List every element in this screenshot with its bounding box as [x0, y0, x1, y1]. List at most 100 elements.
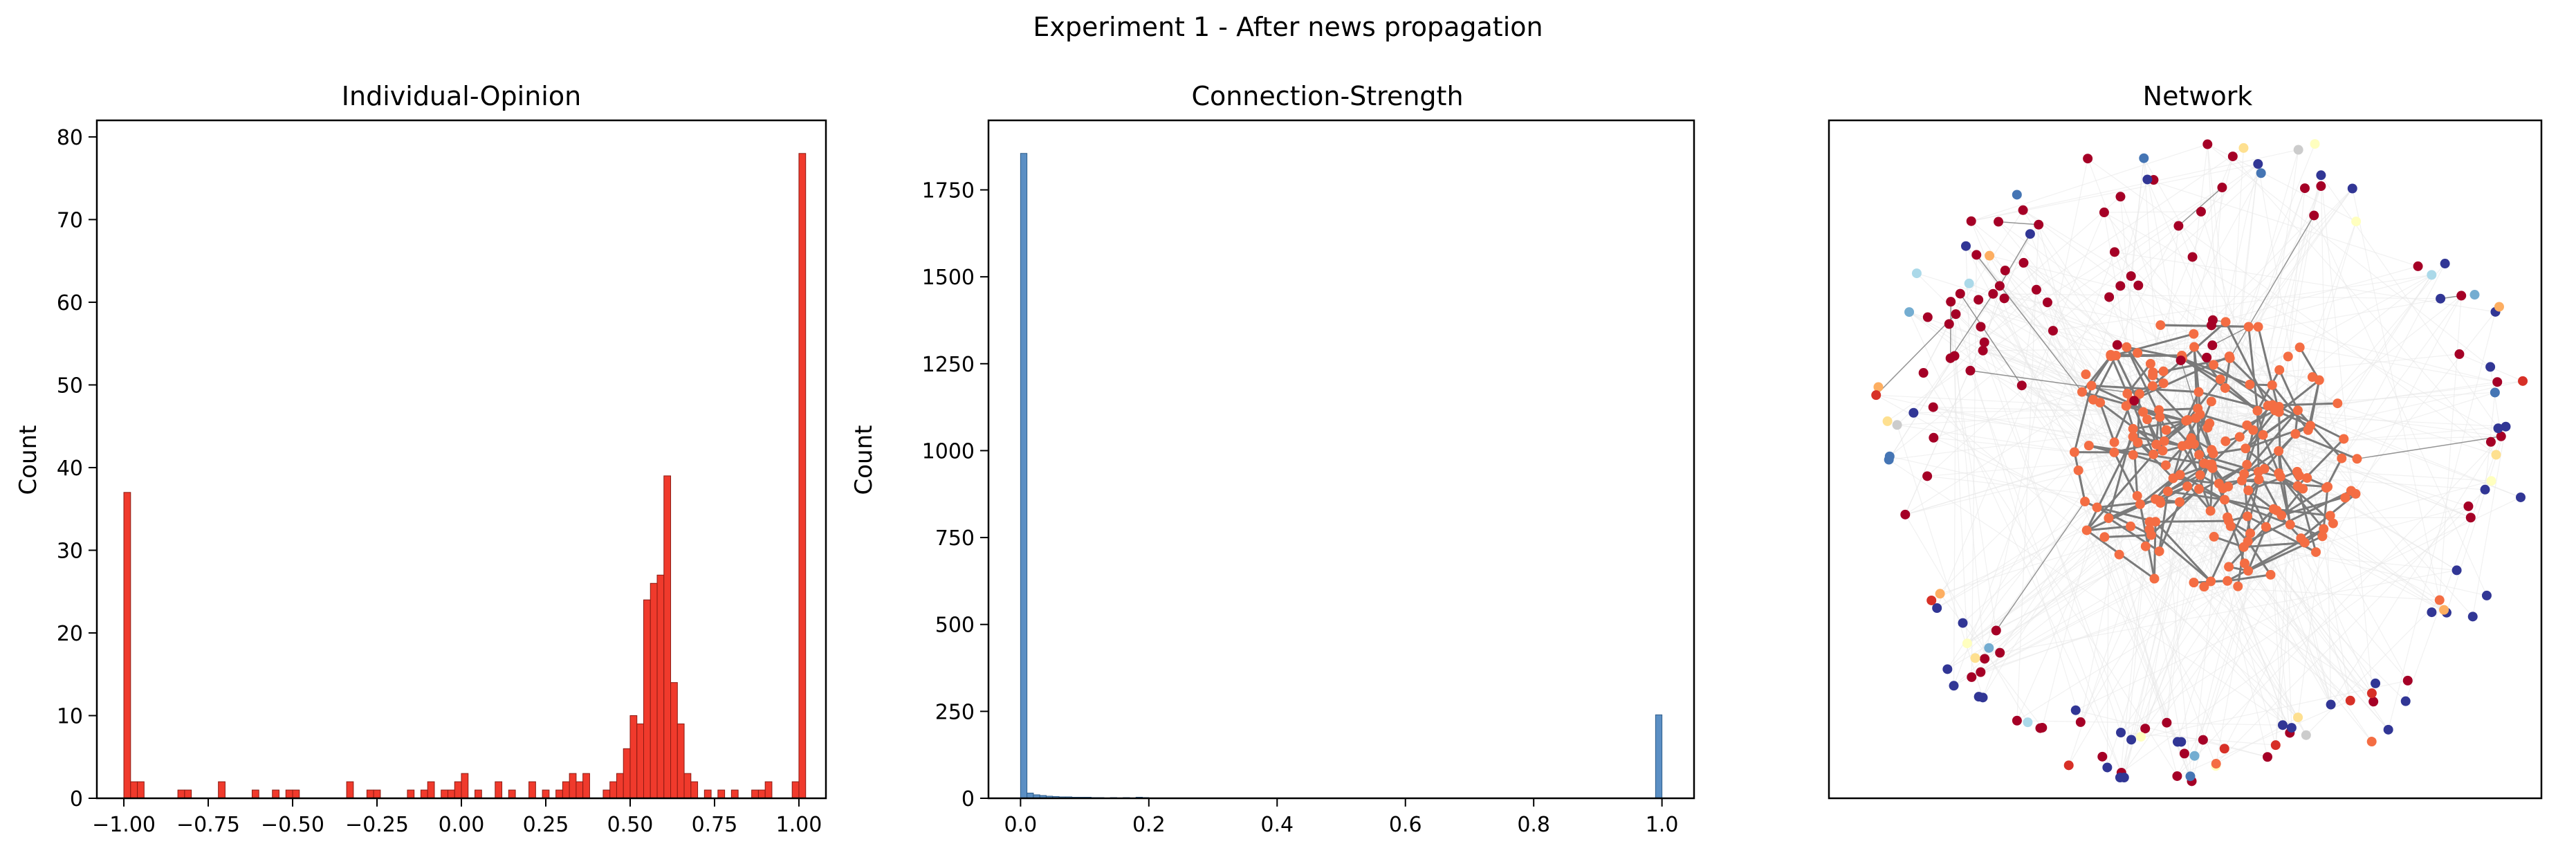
opinion-bar [495, 781, 503, 799]
network-node [2012, 190, 2022, 200]
network-node [1991, 625, 2001, 636]
network-edge [1955, 313, 2081, 723]
network-node [1908, 407, 1919, 418]
network-edge [1993, 293, 2441, 300]
network-node [2073, 465, 2083, 475]
opinion-bar [130, 781, 138, 799]
network-node [2018, 205, 2028, 215]
network-edge [2114, 251, 2496, 313]
network-node [2350, 488, 2361, 499]
network-node [2467, 612, 2478, 622]
network-node [2339, 434, 2349, 444]
opinion-bar [569, 773, 577, 799]
network-node [2194, 450, 2205, 460]
network-edge [2084, 501, 2193, 782]
network-node [2243, 536, 2253, 546]
figure-suptitle: Experiment 1 - After news propagation [1033, 12, 1543, 42]
network-node [2083, 441, 2094, 451]
opinion-xtick-label: −0.25 [345, 813, 409, 837]
network-node [2485, 362, 2496, 372]
network-edge [2166, 488, 2200, 723]
network-edge [2216, 215, 2315, 764]
opinion-bar [677, 723, 685, 799]
network-edge [2256, 369, 2281, 412]
network-node [2293, 712, 2303, 723]
network-edge [1887, 163, 2258, 422]
network-edge [2150, 488, 2200, 536]
network-edge [2187, 378, 2222, 421]
network-node [2115, 192, 2126, 202]
network-edge [2247, 526, 2267, 571]
network-node [2283, 351, 2293, 362]
network-edge [1933, 407, 2115, 443]
network-node [2186, 433, 2196, 443]
network-edge [1978, 299, 2174, 479]
network-edge [2258, 479, 2445, 611]
network-edge [1993, 293, 2161, 326]
network-edge [1970, 370, 2140, 395]
opinion-bar [764, 781, 773, 799]
network-edge [1897, 289, 2037, 425]
network-edge [2213, 364, 2274, 406]
network-node [2223, 481, 2234, 492]
opinion-xtick-label: 0.25 [523, 813, 569, 837]
network-edge [2081, 391, 2187, 422]
network-node [2140, 541, 2151, 551]
network-node [2451, 565, 2462, 576]
network-node [2302, 472, 2312, 483]
network-node [2162, 717, 2172, 728]
opinion-bar [602, 789, 611, 799]
network-node [2492, 377, 2503, 387]
network-node [2081, 525, 2092, 535]
network-node [2256, 168, 2266, 178]
network-node [2135, 732, 2146, 742]
network-edge [2052, 274, 2432, 331]
network-node [2243, 485, 2254, 495]
opinion-xtick-label: 1.00 [776, 813, 822, 837]
network-edge [1976, 254, 2083, 393]
opinion-bar [663, 475, 672, 799]
strength-bar [1020, 153, 1028, 799]
network-node [2031, 284, 2041, 295]
opinion-bar [542, 789, 550, 799]
network-node [1884, 454, 1894, 465]
network-node [2427, 607, 2437, 618]
network-node [2178, 441, 2188, 451]
network-node [2368, 697, 2379, 707]
network-node [2253, 322, 2263, 332]
network-edge [2243, 410, 2299, 475]
network-node [2427, 270, 2437, 280]
opinion-bar [508, 789, 516, 799]
network-node [2491, 450, 2501, 460]
network-node [1958, 618, 1968, 628]
network-node [2198, 735, 2208, 745]
network-node [2086, 380, 2097, 391]
network-node [2223, 512, 2233, 522]
network-node [2258, 430, 2268, 440]
network-node [1995, 647, 2005, 658]
network-node [2023, 717, 2033, 728]
network-node [1882, 416, 1893, 426]
network-node [2144, 517, 2155, 527]
network-edge [2388, 311, 2496, 730]
network-node [2133, 280, 2144, 291]
network-edge [2004, 297, 2389, 730]
network-edge [1998, 221, 2039, 226]
network-edge [2154, 546, 2244, 580]
strength-bar [1655, 714, 1663, 799]
network-node [2209, 531, 2219, 542]
network-node [2314, 375, 2324, 385]
network-node [2234, 432, 2245, 442]
network-node [1929, 432, 1939, 443]
network-edge [2439, 295, 2462, 600]
network-node [1980, 654, 1990, 664]
network-node [2126, 735, 2137, 745]
network-node [1918, 368, 1929, 378]
network-node [2300, 183, 2310, 194]
network-node [2220, 317, 2231, 327]
network-node [2263, 752, 2273, 762]
network-node [2018, 257, 2029, 268]
network-edge [2110, 333, 2194, 358]
network-edge [2198, 187, 2223, 489]
opinion-bar [366, 789, 374, 799]
